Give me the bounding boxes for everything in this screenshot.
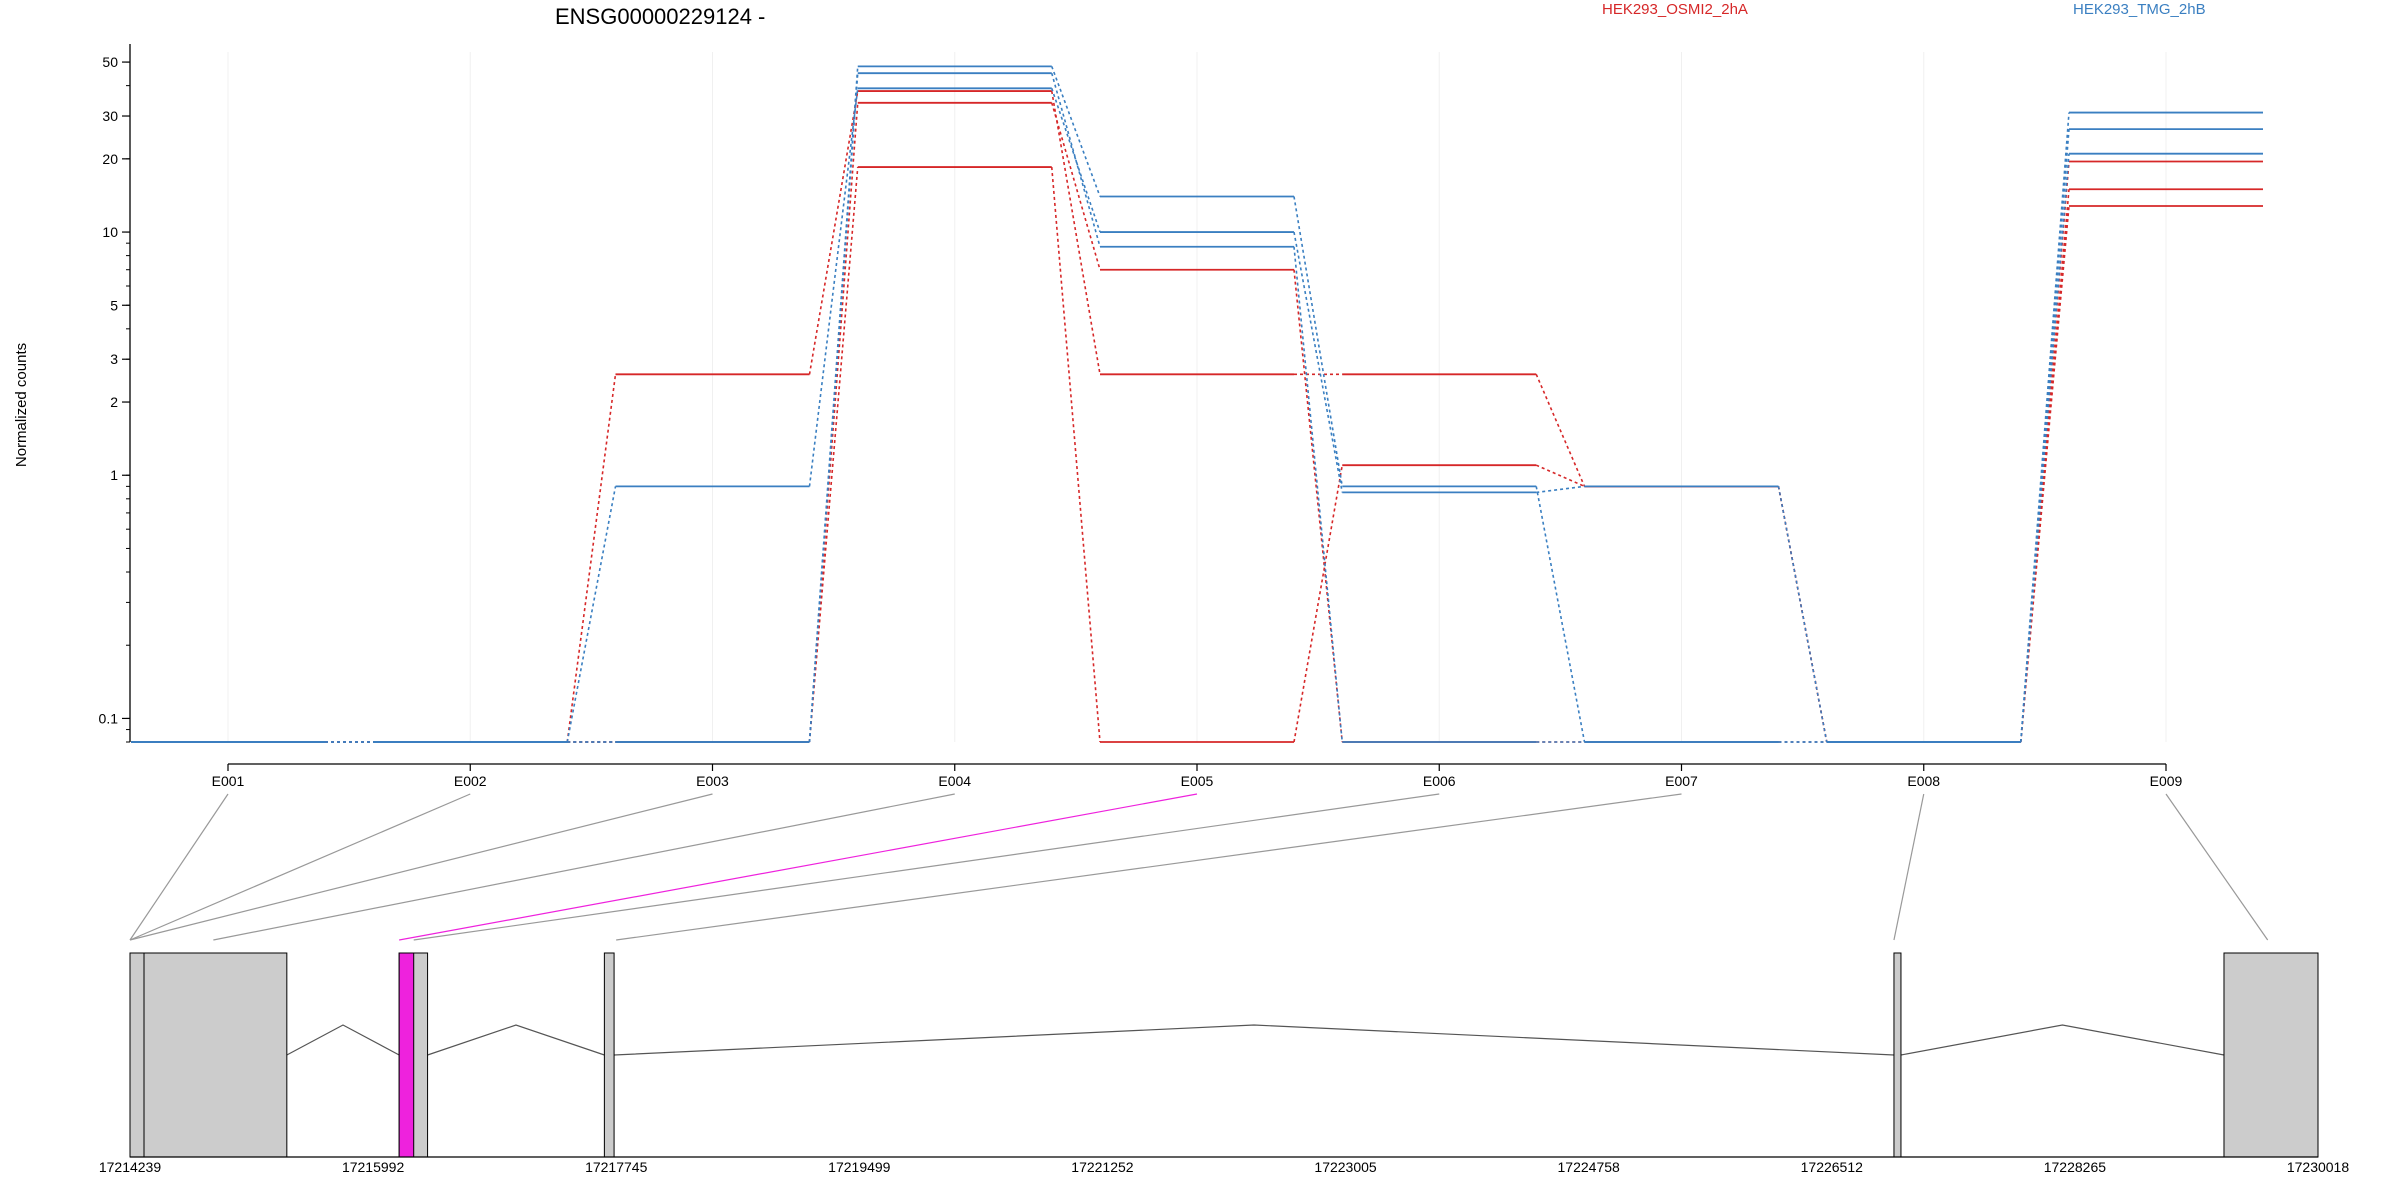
series-connector [808, 167, 859, 743]
exon-box [1893, 952, 1902, 1158]
y-tick-label: 5 [110, 297, 118, 313]
genomic-tick-label: 17223005 [1314, 1159, 1377, 1175]
series-connector [1050, 72, 1101, 247]
x-tick-label: E004 [938, 773, 971, 789]
series-connector [1050, 90, 1101, 375]
series-connector [1293, 231, 1344, 493]
series-connector [808, 73, 859, 743]
series-connector [808, 102, 859, 743]
connector-layer [129, 793, 2269, 941]
x-tick-label: E005 [1181, 773, 1214, 789]
intron [286, 1024, 400, 1056]
series-connector [1050, 88, 1101, 233]
y-tick-label: 50 [102, 54, 118, 70]
series-connector [1777, 486, 1828, 743]
connector-E006 [413, 793, 1440, 941]
y-tick-label: 3 [110, 351, 118, 367]
genomic-tick-label: 17226512 [1801, 1159, 1864, 1175]
connector-E007 [616, 793, 1682, 941]
y-tick-label: 2 [110, 394, 118, 410]
series-connector [1535, 464, 1585, 488]
x-tick-label: E007 [1665, 773, 1698, 789]
x-tick-label: E009 [2150, 773, 2183, 789]
connector-E002 [129, 793, 471, 941]
legend-entry-osmi2: HEK293_OSMI2_2hA [1602, 1, 1748, 18]
genomic-tick-label: 17214239 [99, 1159, 162, 1175]
series-connector [1050, 102, 1101, 270]
genomic-tick-label: 17215992 [342, 1159, 405, 1175]
series-connector [2019, 153, 2070, 743]
series-connector [2019, 112, 2070, 743]
legend-entry-tmg: HEK293_TMG_2hB [2073, 1, 2206, 18]
genomic-tick-label: 17230018 [2287, 1159, 2350, 1175]
x-tick-label: E003 [696, 773, 729, 789]
connector-E005-highlight [399, 793, 1198, 941]
genomic-tick-label: 17224758 [1558, 1159, 1621, 1175]
series-connector [1293, 465, 1344, 743]
grid-layer [227, 52, 2167, 742]
exon-box [603, 952, 615, 1158]
x-tick-label: E002 [454, 773, 487, 789]
gene-model: 17214239 17215992 17217745 17219499 17221252… [99, 952, 2350, 1175]
series-connector [1293, 246, 1344, 743]
genomic-tick-label: 17221252 [1071, 1159, 1134, 1175]
series-4 [131, 87, 2263, 743]
series-connector [1777, 486, 1828, 743]
series-connector [1536, 485, 1585, 494]
y-tick-label: 1 [110, 467, 118, 483]
series-connector [566, 486, 617, 743]
series-connector [1535, 486, 1586, 743]
connector-E009 [2165, 793, 2269, 941]
connector-E008 [1893, 793, 1925, 941]
connector-E003 [129, 793, 713, 941]
x-tick-label: E006 [1423, 773, 1456, 789]
series-connector [566, 374, 617, 743]
series-connector [1777, 486, 1828, 743]
y-tick-label: 0.1 [99, 710, 119, 726]
exon-box-highlight [398, 952, 415, 1158]
intron [427, 1024, 605, 1056]
axis-layer: 0.1 1 2 3 5 10 20 30 50 E001 E002 E003 E004 E005 E006 E… [99, 44, 2183, 789]
y-tick-label: 30 [102, 108, 118, 124]
series-6 [131, 72, 2263, 743]
y-tick-label: 20 [102, 151, 118, 167]
series-connector [808, 88, 859, 487]
x-tick-label: E001 [212, 773, 245, 789]
series-connector [1293, 269, 1344, 743]
series-layer [131, 65, 2263, 743]
y-axis-label: Normalized counts [13, 343, 30, 467]
y-tick-label: 10 [102, 224, 118, 240]
series-connector [1050, 167, 1101, 743]
exon-box [129, 952, 288, 1158]
chart-title: ENSG00000229124 - [555, 4, 765, 29]
series-connector [2019, 161, 2070, 743]
series-connector [808, 90, 859, 375]
series-connector [1050, 66, 1101, 197]
exon-box [2223, 952, 2319, 1158]
genomic-tick-label: 17228265 [2044, 1159, 2107, 1175]
intron [1900, 1024, 2225, 1056]
intron [614, 1024, 1894, 1056]
series-connector [1535, 374, 1586, 487]
connector-E004 [213, 793, 955, 941]
series-connector [1293, 196, 1344, 487]
genomic-tick-label: 17217745 [585, 1159, 648, 1175]
x-tick-label: E008 [1907, 773, 1940, 789]
connector-E001 [129, 793, 229, 941]
genomic-tick-label: 17219499 [828, 1159, 891, 1175]
